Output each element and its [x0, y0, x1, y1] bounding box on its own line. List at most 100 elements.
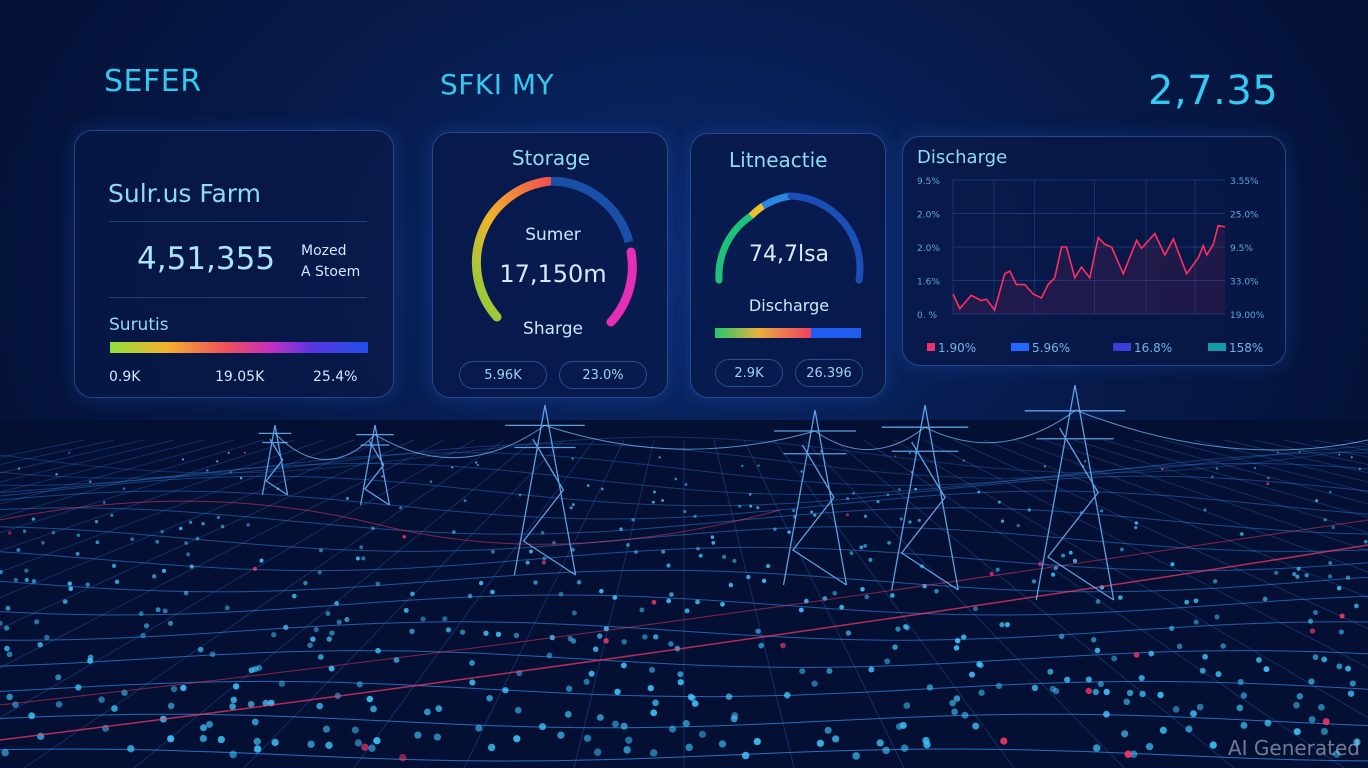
data-dot: [375, 647, 381, 654]
data-dot: [1336, 585, 1342, 591]
data-dot: [1138, 674, 1145, 682]
data-dot: [557, 731, 565, 739]
header-total-value: 2,7.35: [1148, 68, 1279, 114]
data-dot: [1345, 575, 1351, 580]
data-dot: [1307, 618, 1314, 624]
grid-wave: [0, 443, 1368, 479]
data-dot: [1118, 595, 1123, 600]
data-dot: [1124, 750, 1132, 758]
data-dot: [900, 744, 909, 752]
data-dot: [62, 599, 68, 604]
data-dot: [887, 541, 891, 545]
data-dot: [76, 533, 81, 538]
data-dot: [0, 620, 3, 626]
data-dot: [85, 582, 90, 587]
data-dot: [611, 720, 619, 728]
data-dot: [1184, 599, 1190, 605]
data-dot: [977, 490, 981, 494]
line-card-gauge: [715, 192, 864, 284]
data-dot: [1298, 450, 1301, 454]
data-dot: [720, 601, 725, 607]
legend-swatch: [927, 343, 935, 351]
data-dot: [1322, 718, 1330, 726]
data-dot: [749, 504, 753, 508]
data-dot: [711, 541, 716, 545]
data-dot: [1049, 685, 1057, 693]
grid-radial: [983, 439, 1368, 598]
data-dot: [824, 726, 832, 734]
data-dot: [502, 687, 509, 694]
divider: [109, 221, 367, 222]
data-dot: [41, 540, 45, 545]
series-line: [952, 224, 1226, 312]
data-dot: [1293, 701, 1300, 709]
data-dot: [130, 537, 135, 541]
data-dot: [1274, 570, 1279, 575]
data-dot: [923, 741, 931, 749]
data-dot: [634, 550, 638, 554]
data-dot: [926, 684, 934, 691]
data-dot: [999, 622, 1005, 628]
data-dot: [525, 560, 530, 565]
chart-title: Discharge: [917, 147, 1008, 168]
data-dot: [741, 464, 744, 467]
data-dot: [206, 469, 209, 472]
data-dot: [4, 645, 10, 652]
data-dot: [1312, 654, 1319, 661]
legend-swatch: [1011, 343, 1029, 351]
data-dot: [755, 628, 761, 634]
data-dot: [433, 733, 441, 741]
data-dot: [1263, 666, 1270, 673]
series-area: [953, 225, 1225, 314]
data-dot: [652, 699, 659, 707]
data-dot: [695, 599, 700, 605]
data-dot: [490, 549, 495, 554]
data-dot: [908, 520, 912, 524]
data-dot: [459, 629, 466, 635]
data-dot: [859, 545, 864, 550]
grid-wave: [0, 475, 1368, 507]
data-dot: [651, 500, 655, 504]
data-dot: [495, 631, 502, 637]
data-dot: [1321, 656, 1328, 663]
data-dot: [564, 710, 572, 718]
data-dot: [1353, 738, 1361, 746]
data-dot: [571, 503, 575, 507]
data-dot: [179, 526, 183, 531]
data-dot: [863, 514, 868, 518]
data-dot: [87, 657, 93, 664]
data-dot: [259, 558, 264, 563]
data-dot: [167, 702, 175, 710]
data-dot: [1196, 703, 1204, 711]
data-dot: [476, 463, 479, 466]
farm-bar-label: Surutis: [109, 315, 169, 335]
data-dot: [475, 461, 478, 464]
data-dot: [689, 694, 696, 702]
data-dot: [252, 666, 259, 673]
data-dot: [410, 591, 415, 597]
data-dot: [162, 608, 168, 614]
data-dot: [111, 705, 118, 712]
data-dot: [864, 594, 870, 600]
data-dot: [954, 637, 961, 644]
grid-wave: [0, 748, 1368, 762]
left-tick-label: 9.5%: [917, 177, 940, 187]
data-dot: [186, 552, 191, 557]
farm-title: Sulr.us Farm: [108, 179, 262, 208]
data-dot: [732, 558, 737, 563]
storage-pill-2: 23.0%: [559, 361, 647, 389]
data-dot: [1064, 676, 1071, 683]
data-dot: [886, 493, 890, 497]
data-dot: [31, 517, 36, 521]
data-dot: [429, 480, 433, 483]
data-dot: [322, 725, 331, 733]
right-tick-label: 3.55%: [1230, 177, 1259, 187]
data-dot: [229, 750, 237, 759]
data-dot: [677, 671, 684, 678]
data-dot: [467, 593, 473, 599]
data-dot: [1193, 619, 1199, 625]
data-dot: [758, 642, 764, 649]
data-dot: [1213, 579, 1218, 584]
grid-radial: [893, 439, 1368, 719]
data-dot: [67, 581, 72, 586]
